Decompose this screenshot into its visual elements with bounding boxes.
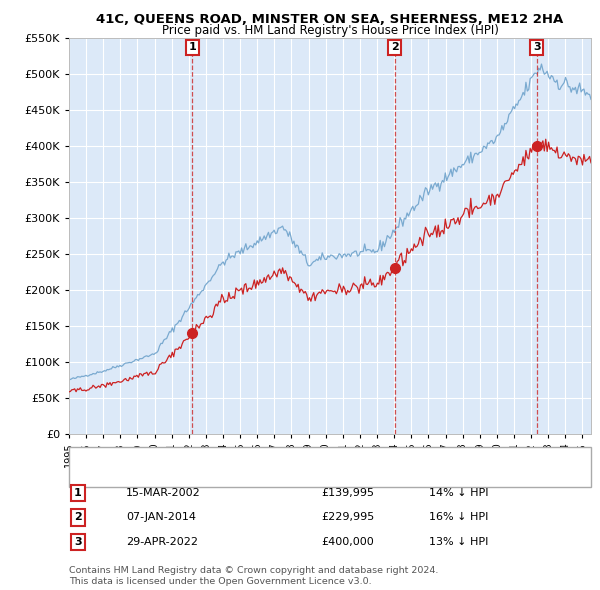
- Text: 41C, QUEENS ROAD, MINSTER ON SEA, SHEERNESS, ME12 2HA: 41C, QUEENS ROAD, MINSTER ON SEA, SHEERN…: [97, 13, 563, 26]
- Text: 1: 1: [74, 488, 82, 497]
- Text: 1: 1: [188, 42, 196, 53]
- Text: This data is licensed under the Open Government Licence v3.0.: This data is licensed under the Open Gov…: [69, 577, 371, 586]
- Text: Price paid vs. HM Land Registry's House Price Index (HPI): Price paid vs. HM Land Registry's House …: [161, 24, 499, 37]
- Text: 15-MAR-2002: 15-MAR-2002: [126, 488, 201, 497]
- Text: £400,000: £400,000: [321, 537, 374, 547]
- Text: 16% ↓ HPI: 16% ↓ HPI: [429, 513, 488, 522]
- Text: 3: 3: [533, 42, 541, 53]
- Text: 13% ↓ HPI: 13% ↓ HPI: [429, 537, 488, 547]
- Text: 14% ↓ HPI: 14% ↓ HPI: [429, 488, 488, 497]
- Text: 2: 2: [74, 513, 82, 522]
- Text: 3: 3: [74, 537, 82, 547]
- Text: 41C, QUEENS ROAD, MINSTER ON SEA, SHEERNESS, ME12 2HA (detached house): 41C, QUEENS ROAD, MINSTER ON SEA, SHEERN…: [114, 451, 537, 461]
- Text: Contains HM Land Registry data © Crown copyright and database right 2024.: Contains HM Land Registry data © Crown c…: [69, 566, 439, 575]
- Text: £229,995: £229,995: [321, 513, 374, 522]
- Text: 29-APR-2022: 29-APR-2022: [126, 537, 198, 547]
- Text: £139,995: £139,995: [321, 488, 374, 497]
- Text: HPI: Average price, detached house, Swale: HPI: Average price, detached house, Swal…: [114, 469, 338, 479]
- Text: 2: 2: [391, 42, 398, 53]
- Text: 07-JAN-2014: 07-JAN-2014: [126, 513, 196, 522]
